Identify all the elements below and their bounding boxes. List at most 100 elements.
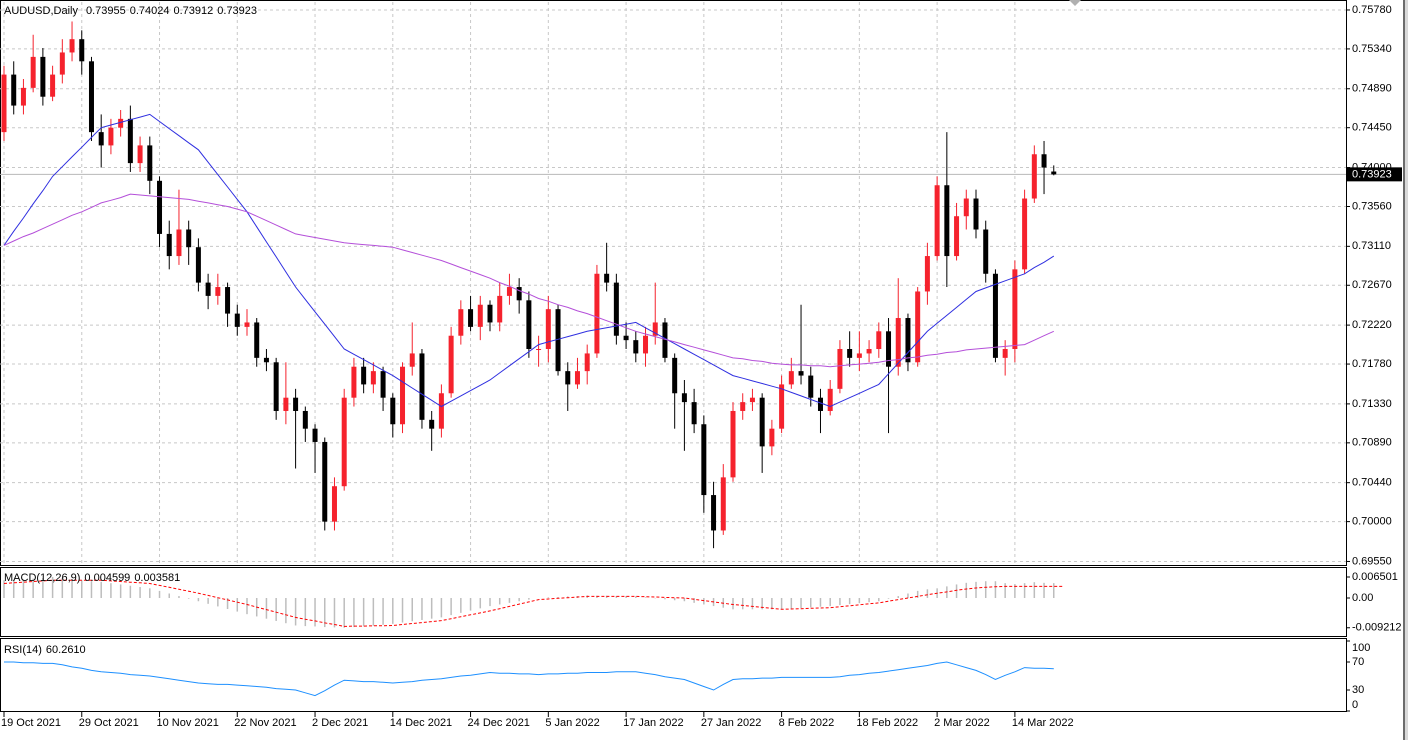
indicator-header: MACD(12,26,9) 0.004599 0.003581 [4,572,180,584]
candle-body [623,335,629,341]
candle-body [11,74,17,106]
candle-body [254,322,260,358]
y-tick-label: 0.69550 [1352,555,1392,567]
candle-body [331,486,337,522]
y-tick-label: 0.70890 [1352,437,1392,449]
indicator-value: 60.2610 [46,644,86,656]
candle-body [992,273,998,358]
indicator-title: RSI(14) [4,644,42,656]
candle-body [448,335,454,394]
x-tick-label: 17 Jan 2022 [623,717,684,729]
y-tick-label: 0.73560 [1352,200,1392,212]
candle-body [662,322,668,358]
candle-body [769,428,775,447]
candle-body [361,366,367,385]
candle-body [963,198,969,217]
candle-body [506,287,512,296]
y-tick-label: 100 [1352,642,1370,654]
candle-body [419,353,425,420]
candle-body [118,118,124,128]
candle-body [895,318,901,367]
y-tick-label: 0.73110 [1352,240,1391,252]
candle-body [886,331,892,367]
candle-body [555,309,561,372]
candle-body [380,371,386,398]
header-open: 0.73955 [86,5,126,17]
moving-average-line [3,113,1055,408]
candle-body [934,185,940,257]
candle-body [88,61,94,133]
main-pane [0,0,1347,566]
y-tick-label: 0.75780 [1352,4,1392,16]
candle-body [234,313,240,327]
candle-body [740,402,746,411]
candle-body [905,318,911,363]
y-tick-label: 0.74450 [1352,122,1392,134]
candle-body [837,349,843,389]
x-tick-label: 29 Oct 2021 [79,717,139,729]
candle-body [788,371,794,385]
candle-body [390,397,396,425]
candle-body [79,39,85,62]
x-tick-label: 10 Nov 2021 [157,717,219,729]
candle-body [652,322,658,336]
candle-body [438,393,444,429]
signal-line [3,579,1064,627]
candle-body [924,256,930,292]
chart-header: AUDUSD,Daily 0.73955 0.74024 0.73912 0.73923 [4,5,257,17]
y-tick-label: 0.72670 [1352,279,1392,291]
candle-body [759,397,765,447]
candle-body [30,56,36,88]
candle-body [1022,198,1028,270]
y-tick-label: 0.70440 [1352,477,1392,489]
candle-body [127,118,133,164]
candle-body [215,287,221,296]
candle-body [98,132,104,146]
candle-body [302,410,308,429]
chart-title: AUDUSD,Daily [4,5,78,17]
candle-body [1002,349,1008,358]
candle-body [944,185,950,257]
candle-body [1012,269,1018,350]
candle-body [273,362,279,411]
candle-body [370,371,376,385]
macd-pane [0,567,1347,637]
candle-body [866,349,872,354]
candle-body [779,384,785,429]
candle-body [584,353,590,372]
candle-body [293,397,299,411]
candle-body [409,353,415,367]
candle-body [497,295,503,323]
header-high: 0.74024 [130,5,170,17]
last-price-label: 0.73923 [1352,168,1392,180]
candle-body [954,216,960,257]
candle-body [827,388,833,411]
window-edge [1403,0,1408,740]
candle-body [59,52,65,75]
candle-body [263,357,269,363]
candle-body [20,87,26,106]
y-tick-label: 0.00 [1352,592,1373,604]
candle-body [283,397,289,411]
candle-body [225,287,231,314]
indicator-value: 0.004599 [84,572,130,584]
y-tick-label: 0.72220 [1352,319,1392,331]
x-tick-label: 2 Dec 2021 [312,717,368,729]
y-tick-label: 0.71780 [1352,358,1392,370]
x-tick-label: 5 Jan 2022 [545,717,599,729]
x-tick-label: 27 Jan 2022 [701,717,762,729]
candle-body [720,477,726,531]
shift-marker [1069,0,1081,6]
candle-body [205,282,211,296]
x-tick-label: 8 Feb 2022 [779,717,835,729]
candle-body [1,74,7,133]
candle-body [40,56,46,97]
candle-body [594,273,600,354]
candle-body [574,371,580,385]
candle-body [166,233,172,257]
candle-body [147,145,153,181]
y-tick-label: 0.71330 [1352,398,1392,410]
candle-body [244,322,250,327]
